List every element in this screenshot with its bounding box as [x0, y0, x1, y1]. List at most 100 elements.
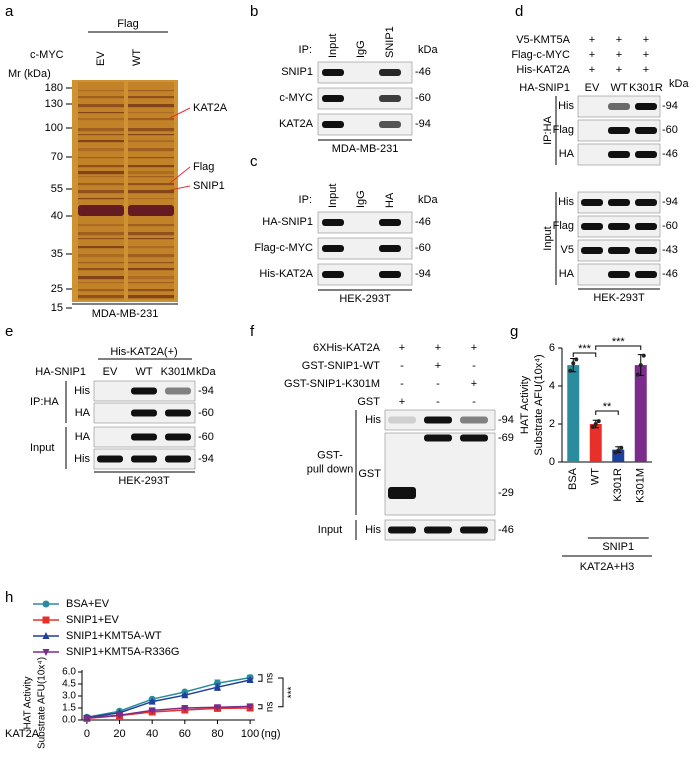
sign: + — [589, 64, 595, 76]
cell-line: HEK-293T — [118, 475, 170, 487]
data-point — [635, 372, 640, 377]
ladder-label: 130 — [45, 98, 63, 110]
row-label: His — [74, 385, 90, 397]
bar — [567, 365, 580, 462]
sign: + — [643, 49, 649, 61]
mw-label: -94 — [662, 196, 678, 208]
row-label: Flag — [553, 220, 574, 232]
group-label: GST- — [317, 449, 343, 461]
gel-band — [78, 254, 124, 258]
lane-row-label: HA-SNIP1 — [519, 82, 570, 94]
significance-bracket — [595, 345, 642, 350]
y-axis-label: HAT Activity — [519, 375, 531, 434]
mw-label: -60 — [415, 242, 431, 254]
band — [131, 409, 157, 417]
gel-band — [78, 282, 124, 284]
data-point — [619, 445, 624, 450]
data-point — [571, 361, 576, 366]
x-tick-label: 80 — [211, 728, 223, 740]
condition-label: 6XHis-KAT2A — [313, 342, 381, 354]
band — [635, 127, 657, 134]
marker — [42, 632, 50, 639]
marker — [213, 683, 221, 691]
gel-band — [128, 112, 174, 114]
significance: *** — [578, 343, 592, 355]
lane-label: K301M — [161, 366, 196, 378]
gel-band — [128, 295, 174, 299]
band — [131, 387, 157, 395]
band — [608, 199, 630, 206]
y-tick-label: 0.0 — [62, 715, 76, 726]
gel-band — [128, 171, 174, 175]
band — [460, 416, 488, 424]
sign: - — [400, 360, 404, 372]
y-tick-label: 2 — [549, 418, 555, 430]
gel-band — [78, 157, 124, 159]
blot — [317, 237, 413, 260]
legend-label: BSA+EV — [66, 598, 110, 610]
x-tick-label: 20 — [113, 728, 125, 740]
significance: ns — [265, 673, 276, 684]
mw-label: -94 — [415, 268, 431, 280]
row-label: HA-SNIP1 — [262, 216, 313, 228]
band — [608, 271, 630, 278]
gel-band — [128, 176, 174, 178]
ladder-label: 35 — [51, 248, 63, 260]
group-label: Flag — [117, 18, 138, 30]
cell-line: HEK-293T — [339, 293, 391, 305]
kda-label: kDa — [196, 366, 216, 378]
panel-label: a — [5, 3, 14, 20]
x-axis-label: KAT2A — [5, 728, 40, 740]
gel-band — [78, 96, 124, 99]
sign: + — [616, 49, 622, 61]
condition-label: GST — [357, 396, 380, 408]
ip-label: IP: — [299, 194, 312, 206]
kda-label: kDa — [418, 44, 438, 56]
gel-band — [128, 224, 174, 227]
band — [635, 151, 657, 158]
y-tick-label: 6.0 — [62, 667, 76, 678]
band — [379, 271, 401, 278]
marker — [246, 676, 254, 683]
band — [165, 387, 191, 395]
gel-band — [128, 148, 174, 152]
gel-band — [78, 246, 124, 249]
mw-label: -29 — [498, 487, 514, 499]
x-tick-label: K301M — [635, 468, 647, 503]
row-label: His — [365, 414, 381, 426]
blot — [317, 61, 413, 84]
mw-label: -46 — [415, 66, 431, 78]
band — [379, 69, 401, 76]
row-label: c-MYC — [30, 49, 64, 61]
row-label: c-MYC — [279, 92, 313, 104]
gel-band — [78, 198, 124, 200]
gel-band — [128, 238, 174, 240]
marker — [181, 691, 189, 699]
gel-band — [78, 90, 124, 92]
gel-band — [128, 165, 174, 168]
y-tick-label: 0 — [549, 456, 555, 468]
row-label: His — [74, 453, 90, 465]
significance: *** — [287, 686, 298, 698]
panel-label: d — [515, 3, 523, 20]
band — [322, 245, 344, 252]
marker — [181, 705, 189, 712]
ladder-label: 55 — [51, 183, 63, 195]
legend-label: SNIP1+EV — [66, 614, 120, 626]
row-label: HA — [75, 431, 91, 443]
lane-label: WT — [610, 82, 627, 94]
sign: + — [643, 64, 649, 76]
mw-label: -94 — [198, 453, 214, 465]
significance: *** — [612, 336, 626, 348]
band — [635, 271, 657, 278]
significance: ** — [603, 401, 612, 413]
lane-label: IgG — [355, 40, 367, 58]
y-tick-label: 1.5 — [62, 703, 76, 714]
gel-band — [78, 112, 124, 114]
lane-row-label: HA-SNIP1 — [35, 366, 86, 378]
mw-label: -60 — [662, 124, 678, 136]
row-label: V5 — [561, 244, 574, 256]
condition-label: V5-KMT5A — [516, 34, 570, 46]
gel-band — [78, 268, 124, 271]
condition-label: Flag-c-MYC — [511, 49, 570, 61]
